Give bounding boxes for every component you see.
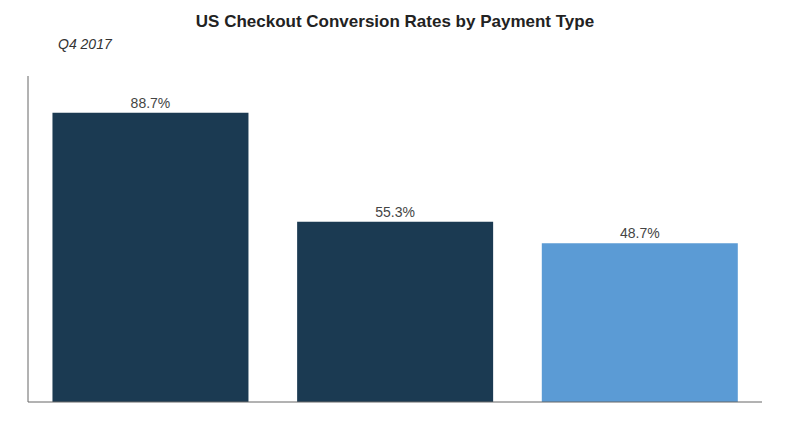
html-text:US Checkout Conversion Rates b: US Checkout Conversion Rates by Payment … bbox=[195, 12, 595, 31]
html-text:Q4 2017: Q4 2017 bbox=[58, 36, 112, 52]
svg-text:55.3%: 55.3% bbox=[375, 204, 415, 220]
svg-text:88.7%: 88.7% bbox=[131, 95, 171, 111]
svg-text:48.7%: 48.7% bbox=[620, 225, 660, 241]
